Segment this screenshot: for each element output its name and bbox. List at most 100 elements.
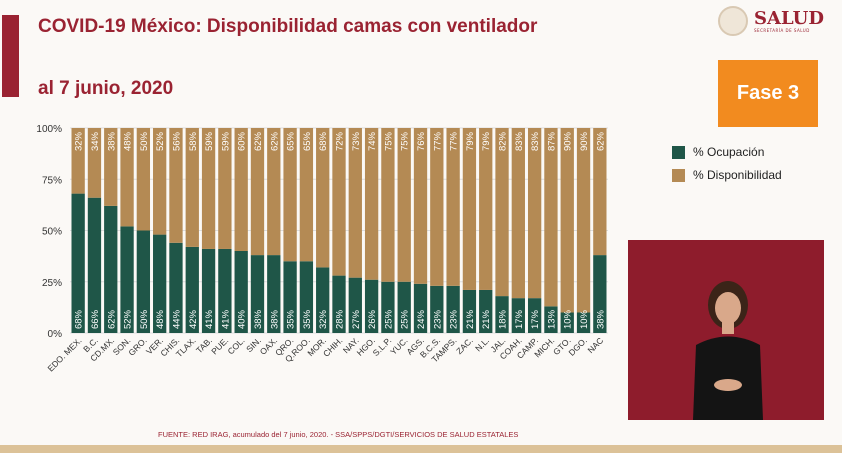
- bar-disponibilidad: [332, 128, 346, 276]
- data-label-disponibilidad: 72%: [335, 131, 346, 151]
- bar-ocupacion: [413, 283, 428, 333]
- salud-logo: SALUD SECRETARÍA DE SALUD: [718, 6, 824, 36]
- bar-disponibilidad: [381, 128, 395, 282]
- data-label-disponibilidad: 52%: [155, 131, 166, 151]
- data-label-disponibilidad: 82%: [498, 131, 509, 151]
- bar-disponibilidad: [250, 128, 265, 256]
- data-label-ocupacion: 25%: [383, 309, 394, 329]
- data-label-ocupacion: 50%: [139, 309, 150, 329]
- x-tick-label: ZAC.: [454, 335, 475, 356]
- bar-disponibilidad: [153, 128, 167, 235]
- x-tick-label: NAC: [585, 335, 605, 355]
- data-label-ocupacion: 62%: [106, 309, 117, 329]
- data-label-ocupacion: 23%: [432, 309, 443, 329]
- data-label-ocupacion: 66%: [90, 309, 101, 329]
- data-label-ocupacion: 35%: [302, 309, 313, 329]
- bar-disponibilidad: [413, 128, 428, 284]
- data-label-ocupacion: 38%: [253, 309, 264, 329]
- bar-ocupacion: [87, 197, 102, 333]
- legend-ocupacion: % Ocupación: [672, 145, 764, 159]
- bar-disponibilidad: [185, 128, 199, 247]
- data-label-ocupacion: 21%: [481, 309, 492, 329]
- x-tick-label: YUC.: [388, 335, 409, 356]
- page-title: COVID-19 México: Disponibilidad camas co…: [38, 16, 538, 37]
- bar-ocupacion: [479, 289, 493, 333]
- y-tick-label: 100%: [36, 124, 62, 135]
- legend-label: % Disponibilidad: [693, 168, 782, 182]
- bar-ocupacion: [593, 255, 607, 333]
- page-subtitle: al 7 junio, 2020: [38, 78, 174, 99]
- data-label-disponibilidad: 48%: [123, 131, 134, 151]
- data-label-ocupacion: 28%: [335, 309, 346, 329]
- data-label-disponibilidad: 87%: [546, 131, 557, 151]
- data-label-disponibilidad: 68%: [318, 131, 329, 151]
- logo-text: SALUD: [754, 7, 824, 29]
- data-label-disponibilidad: 73%: [351, 131, 362, 151]
- data-label-ocupacion: 35%: [286, 309, 297, 329]
- bar-ocupacion: [544, 306, 558, 333]
- bar-disponibilidad: [495, 128, 509, 297]
- data-label-ocupacion: 25%: [400, 309, 411, 329]
- bar-ocupacion: [364, 279, 379, 333]
- y-tick-label: 25%: [42, 278, 62, 289]
- data-label-ocupacion: 17%: [530, 309, 541, 329]
- data-label-disponibilidad: 34%: [90, 131, 101, 151]
- bar-ocupacion: [250, 255, 265, 333]
- data-label-disponibilidad: 76%: [416, 131, 427, 151]
- legend-disponibilidad: % Disponibilidad: [672, 168, 782, 182]
- data-label-ocupacion: 10%: [563, 309, 574, 329]
- data-label-disponibilidad: 62%: [253, 131, 264, 151]
- legend-label: % Ocupación: [693, 145, 765, 159]
- data-label-ocupacion: 27%: [351, 309, 362, 329]
- bar-ocupacion: [136, 230, 151, 333]
- logo-subtext: SECRETARÍA DE SALUD: [754, 27, 810, 33]
- bar-ocupacion: [446, 285, 460, 333]
- bar-ocupacion: [120, 226, 134, 333]
- accent-bar: [2, 15, 19, 97]
- data-label-ocupacion: 68%: [74, 309, 85, 329]
- data-label-ocupacion: 52%: [123, 309, 134, 329]
- bar-ocupacion: [234, 251, 248, 333]
- data-label-ocupacion: 41%: [204, 309, 215, 329]
- bar-ocupacion: [332, 275, 346, 333]
- data-label-disponibilidad: 65%: [286, 131, 297, 151]
- data-label-disponibilidad: 90%: [563, 131, 574, 151]
- data-label-disponibilidad: 75%: [400, 131, 411, 151]
- bottom-strip: [0, 445, 842, 453]
- bar-ocupacion: [576, 312, 591, 333]
- x-tick-label: PUE.: [209, 335, 230, 356]
- data-label-ocupacion: 41%: [220, 309, 231, 329]
- bar-disponibilidad: [364, 128, 379, 280]
- bar-disponibilidad: [104, 128, 118, 206]
- bar-ocupacion: [218, 248, 232, 333]
- data-label-disponibilidad: 83%: [530, 131, 541, 151]
- y-tick-label: 75%: [42, 175, 62, 186]
- bar-ocupacion: [348, 277, 362, 333]
- bar-disponibilidad: [120, 128, 134, 227]
- bar-disponibilidad: [544, 128, 558, 307]
- bar-disponibilidad: [316, 128, 330, 268]
- x-tick-label: COL.: [225, 335, 246, 356]
- legend-swatch: [672, 145, 685, 159]
- data-label-disponibilidad: 77%: [449, 131, 460, 151]
- bar-disponibilidad: [430, 128, 444, 286]
- data-label-disponibilidad: 58%: [188, 131, 199, 151]
- bar-ocupacion: [169, 242, 183, 333]
- bar-disponibilidad: [201, 128, 216, 249]
- y-tick-label: 0%: [48, 329, 63, 340]
- data-label-ocupacion: 26%: [367, 309, 378, 329]
- bar-ocupacion: [299, 261, 314, 333]
- data-label-disponibilidad: 62%: [269, 131, 280, 151]
- bar-disponibilidad: [446, 128, 460, 286]
- data-label-ocupacion: 17%: [514, 309, 525, 329]
- bar-ocupacion: [430, 285, 444, 333]
- data-label-ocupacion: 38%: [595, 309, 606, 329]
- bar-ocupacion: [560, 312, 574, 333]
- source-note: FUENTE: RED IRAG, acumulado del 7 junio,…: [158, 430, 519, 439]
- data-label-ocupacion: 40%: [237, 309, 248, 329]
- x-tick-label: N.L.: [473, 335, 491, 353]
- data-label-disponibilidad: 50%: [139, 131, 150, 151]
- data-label-ocupacion: 23%: [449, 309, 460, 329]
- bar-ocupacion: [462, 289, 477, 333]
